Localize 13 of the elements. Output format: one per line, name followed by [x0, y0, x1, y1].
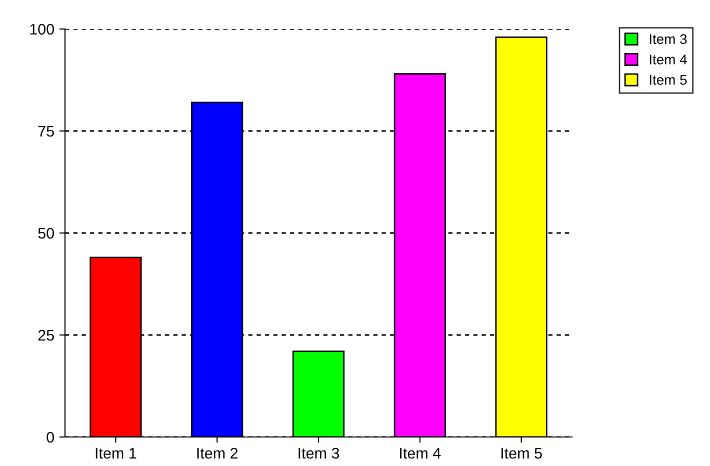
y-tick-label: 75 — [38, 126, 54, 137]
legend-label: Item 5 — [650, 75, 687, 85]
y-tick-label: 50 — [38, 228, 54, 239]
y-tick-label: 25 — [38, 330, 54, 341]
x-tick-label: Item 2 — [197, 448, 238, 459]
legend-label: Item 3 — [650, 34, 687, 44]
x-tick-label: Item 5 — [501, 448, 542, 459]
x-tick-label: Item 3 — [298, 448, 340, 459]
legend-label: Item 4 — [650, 54, 687, 64]
x-tick-label: Item 1 — [96, 448, 136, 459]
x-tick-label: Item 4 — [400, 448, 441, 459]
y-tick-label: 100 — [30, 24, 54, 35]
y-tick-label: 0 — [46, 432, 54, 443]
